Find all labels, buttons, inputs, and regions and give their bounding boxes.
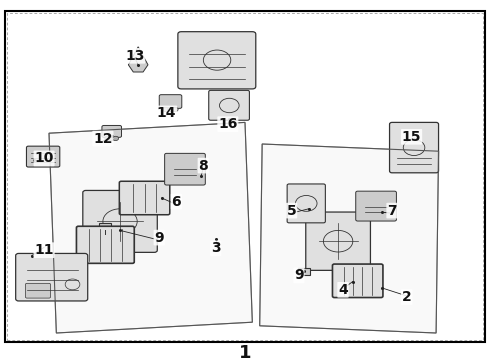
Bar [298, 268, 310, 275]
Circle shape [163, 107, 169, 112]
Circle shape [109, 136, 115, 140]
Bar [99, 223, 111, 230]
Text: 13: 13 [125, 49, 145, 63]
Circle shape [168, 107, 173, 112]
Text: 3: 3 [211, 242, 220, 255]
Text: 9: 9 [294, 269, 304, 282]
FancyBboxPatch shape [306, 212, 370, 270]
FancyBboxPatch shape [356, 191, 396, 221]
Text: 14: 14 [157, 107, 176, 120]
Text: 12: 12 [93, 132, 113, 145]
FancyBboxPatch shape [120, 181, 170, 215]
FancyBboxPatch shape [76, 226, 134, 264]
FancyBboxPatch shape [26, 146, 60, 167]
FancyBboxPatch shape [287, 184, 325, 223]
FancyBboxPatch shape [102, 125, 122, 137]
FancyBboxPatch shape [16, 253, 88, 301]
Text: 1: 1 [239, 344, 251, 360]
FancyBboxPatch shape [165, 153, 205, 185]
FancyBboxPatch shape [159, 95, 182, 108]
Text: 7: 7 [387, 204, 397, 217]
Circle shape [105, 136, 111, 140]
Circle shape [172, 107, 178, 112]
Polygon shape [49, 122, 252, 333]
Text: 2: 2 [402, 290, 412, 304]
Polygon shape [260, 144, 439, 333]
Text: 8: 8 [198, 159, 208, 172]
Text: 10: 10 [34, 152, 54, 165]
FancyBboxPatch shape [83, 190, 157, 252]
Text: 15: 15 [402, 130, 421, 144]
Polygon shape [128, 47, 148, 72]
Text: 4: 4 [338, 283, 348, 297]
FancyBboxPatch shape [209, 90, 249, 120]
FancyBboxPatch shape [25, 283, 50, 298]
Text: 11: 11 [34, 243, 54, 257]
Text: 9: 9 [154, 231, 164, 244]
FancyBboxPatch shape [332, 264, 383, 297]
FancyBboxPatch shape [178, 32, 256, 89]
Circle shape [113, 136, 119, 140]
Text: 5: 5 [287, 204, 296, 217]
FancyBboxPatch shape [390, 122, 439, 173]
Text: 16: 16 [218, 117, 238, 131]
Text: 6: 6 [172, 195, 181, 208]
